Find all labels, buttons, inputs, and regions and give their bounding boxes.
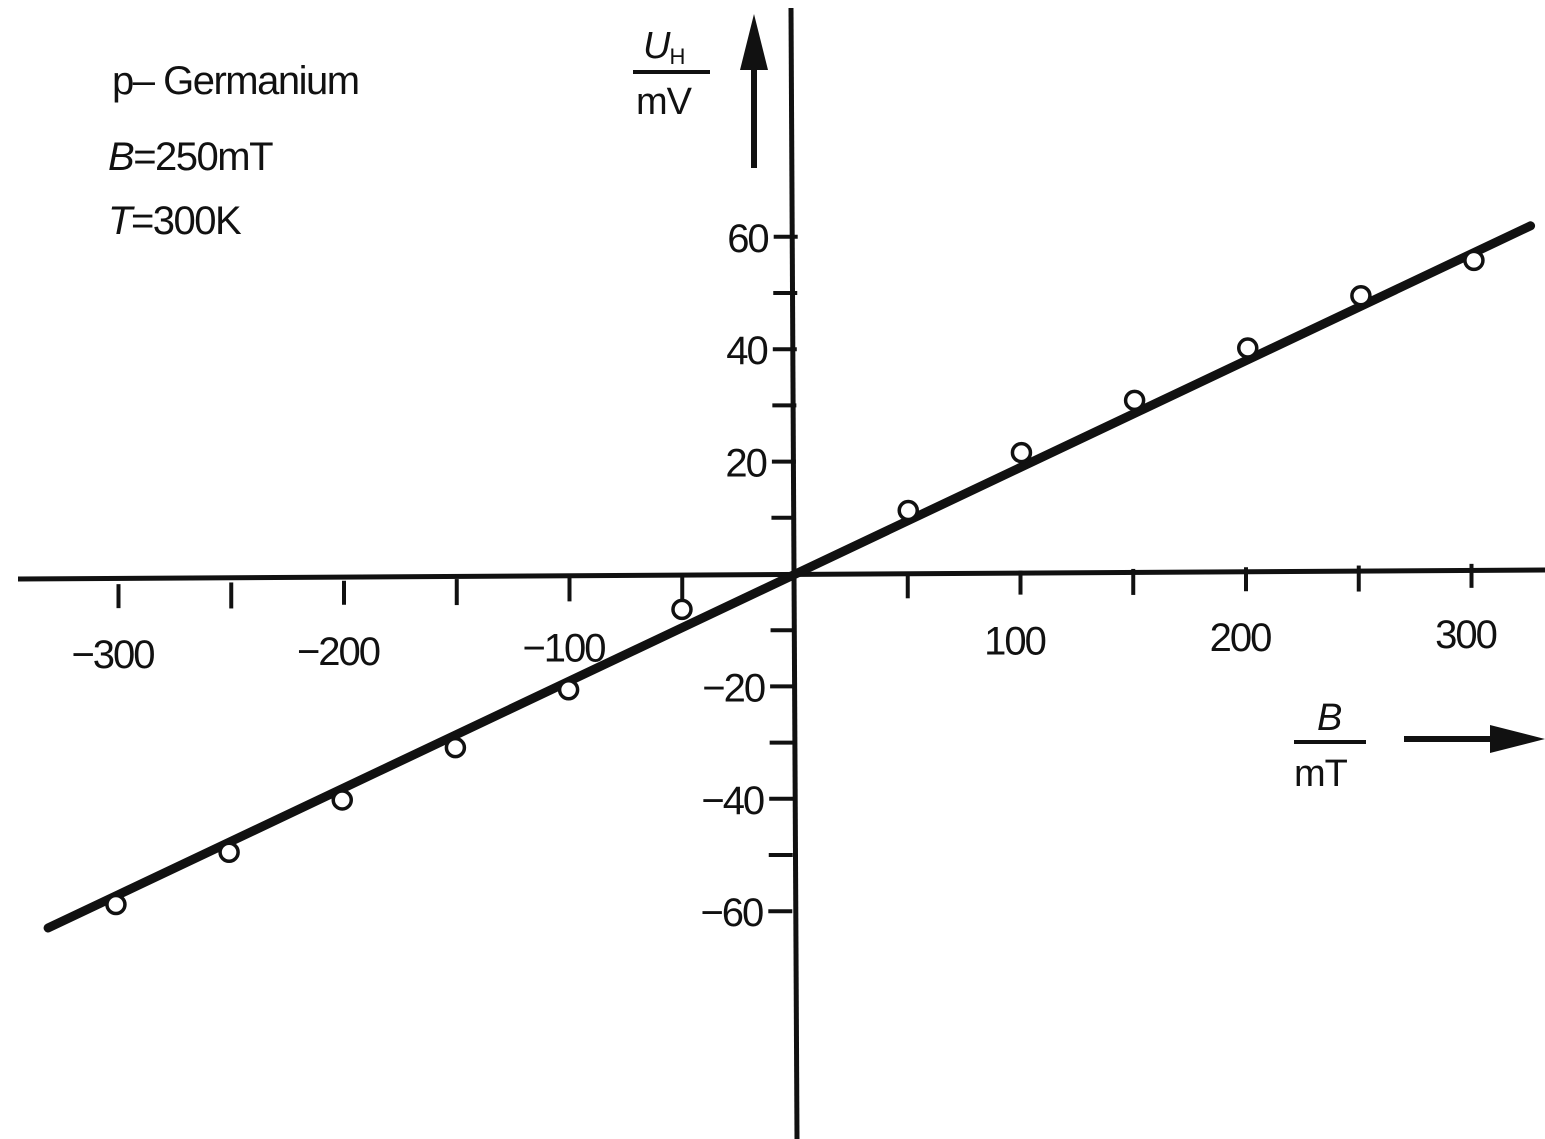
data-point: [671, 598, 693, 621]
y-axis-symbol: UH: [643, 25, 684, 69]
data-point: [1237, 337, 1259, 359]
fit-line: [43, 221, 1536, 933]
field-value: =250mT: [133, 135, 273, 179]
x-axis-unit: mT: [1294, 753, 1348, 795]
data-point: [1010, 441, 1033, 464]
temperature-value: =300K: [131, 199, 242, 243]
data-point: [331, 789, 353, 811]
y-tick-label: −60: [700, 891, 763, 935]
y-tick-label: −40: [701, 779, 764, 823]
data-point: [1350, 285, 1372, 307]
field-annotation: B=250mT: [108, 135, 273, 179]
x-axis: [17, 567, 1545, 582]
data-points: [105, 249, 1485, 916]
x-axis-arrow-head: [1490, 725, 1545, 753]
x-tick-label: 300: [1435, 613, 1496, 657]
data-point: [897, 499, 919, 522]
y-axis-unit: mV: [636, 81, 693, 123]
data-point: [105, 893, 127, 916]
x-tick-label: 200: [1210, 616, 1271, 660]
y-tick-label: 40: [726, 329, 767, 373]
x-tick-label: −300: [71, 633, 154, 677]
x-tick-label: −100: [522, 626, 605, 670]
x-tick-label: −200: [297, 630, 380, 674]
data-point: [1123, 389, 1146, 412]
x-axis-symbol: B: [1317, 697, 1342, 739]
y-axis-subscript: H: [669, 44, 684, 69]
y-tick-label: 20: [725, 442, 766, 486]
x-axis-label: B mT: [1294, 697, 1545, 795]
tick-labels: −300 −200 −100 100 200 300 60 40 20 −20 −40 −60: [71, 217, 1498, 935]
field-symbol: B: [108, 135, 134, 179]
material-label: p– Germanium: [112, 59, 359, 103]
temperature-annotation: T=300K: [108, 199, 242, 243]
data-point: [1463, 249, 1485, 272]
fit-line-layer: [43, 221, 1536, 933]
y-tick-label: 60: [727, 217, 768, 261]
data-point: [557, 679, 580, 701]
data-point: [218, 841, 240, 863]
y-axis-label: UH mV: [633, 14, 768, 168]
y-axis-arrow-head: [740, 14, 768, 70]
x-tick-label: 100: [984, 620, 1045, 664]
y-axis-symbol-letter: U: [643, 25, 671, 67]
data-point: [444, 736, 467, 759]
y-tick-label: −20: [702, 666, 765, 710]
ticks: [116, 234, 1474, 914]
